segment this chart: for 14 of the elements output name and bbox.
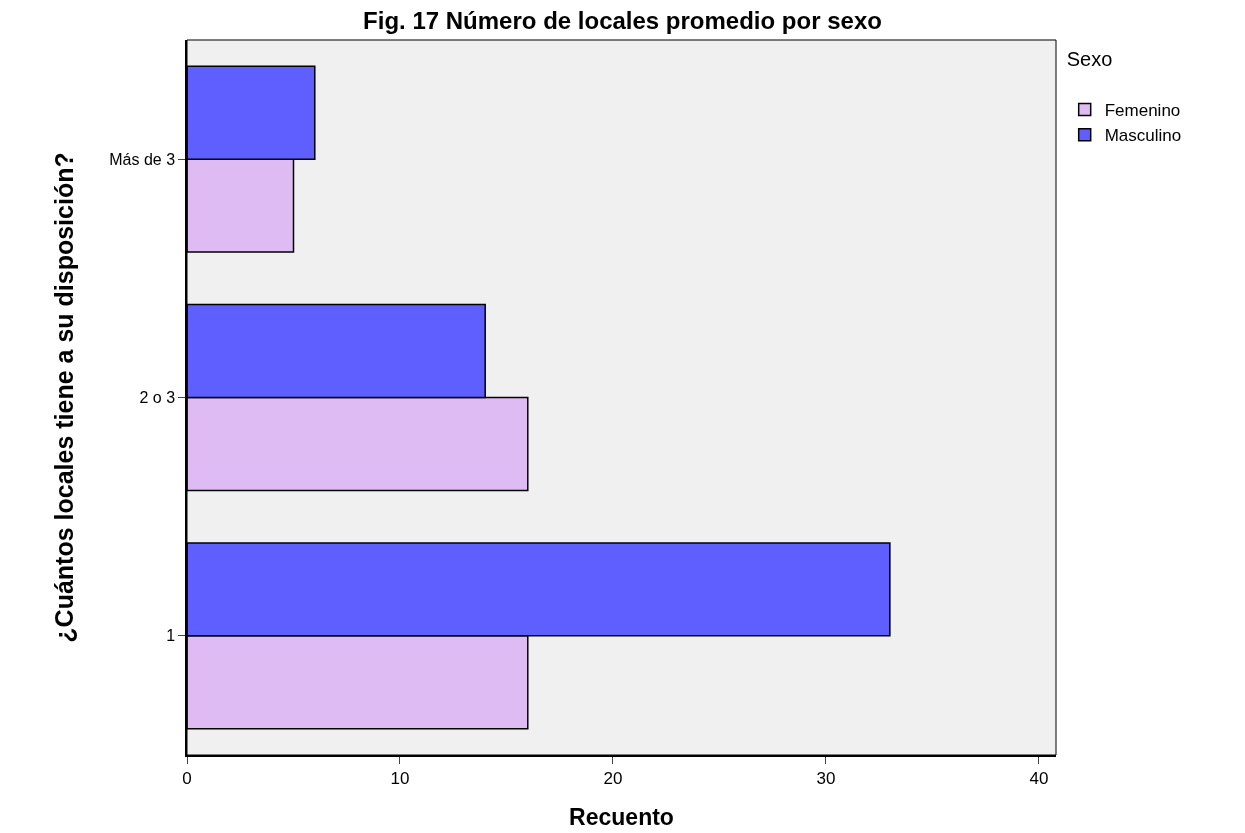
- y-tick-label: 2 o 3: [139, 389, 176, 407]
- legend-label: Masculino: [1104, 126, 1182, 146]
- x-tick-label: 30: [816, 769, 836, 789]
- x-axis-title: Recuento: [569, 804, 674, 831]
- y-tick-label: 1: [166, 627, 176, 645]
- x-tick-label: 0: [182, 769, 192, 789]
- x-tick-label: 10: [390, 769, 410, 789]
- legend-title: Sexo: [1066, 48, 1113, 70]
- legend-label: Femenino: [1104, 101, 1181, 121]
- y-tick-label: Más de 3: [109, 150, 176, 168]
- y-axis-title: ¿Cuántos locales tiene a su disposición?: [50, 152, 79, 643]
- chart-title: Fig. 17 Número de locales promedio por sexo: [363, 7, 882, 35]
- x-tick-label: 20: [603, 769, 623, 789]
- x-tick-label: 40: [1029, 769, 1049, 789]
